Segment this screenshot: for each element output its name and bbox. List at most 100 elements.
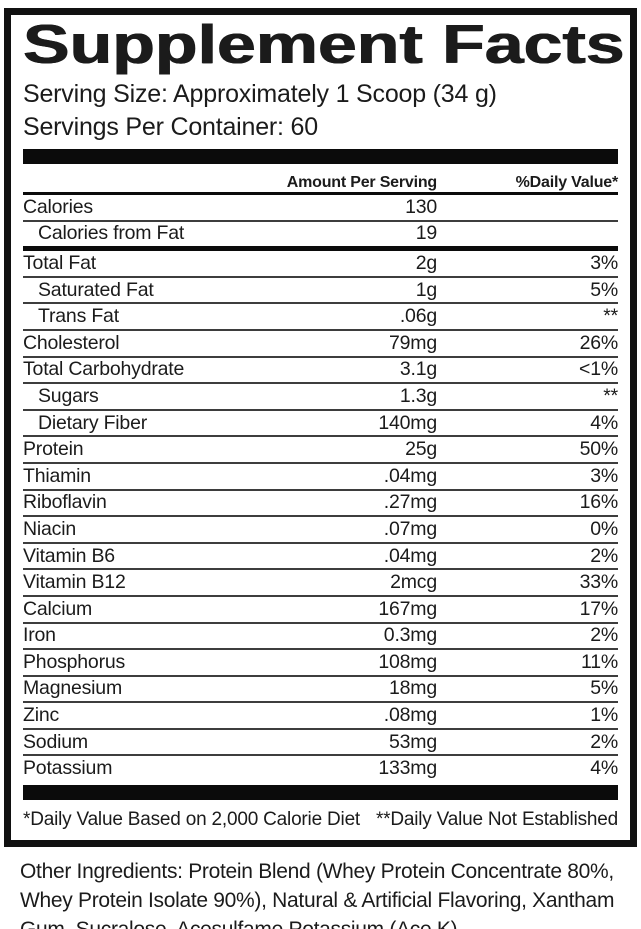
nutrient-table: Calories 130 Calories from Fat 19 Total Fat 2…	[23, 195, 618, 781]
table-row: Phosphorus 108mg 11%	[23, 650, 618, 677]
table-row: Magnesium 18mg 5%	[23, 677, 618, 704]
footnotes-row: *Daily Value Based on 2,000 Calorie Diet…	[23, 800, 618, 831]
nutrient-daily-value: 2%	[590, 730, 618, 753]
page-title: Supplement Facts	[23, 13, 625, 75]
nutrient-amount: .08mg	[383, 704, 437, 727]
table-row: Cholesterol 79mg 26%	[23, 331, 618, 358]
nutrient-name: Calories	[23, 195, 93, 218]
nutrient-daily-value: 2%	[590, 624, 618, 647]
nutrient-amount: 1g	[415, 278, 437, 301]
nutrient-amount: 2mcg	[390, 571, 437, 594]
table-row: Iron 0.3mg 2%	[23, 624, 618, 651]
nutrient-daily-value: 33%	[579, 571, 619, 594]
table-row: Vitamin B12 2mcg 33%	[23, 570, 618, 597]
nutrient-amount: 130	[405, 195, 437, 218]
table-row: Sodium 53mg 2%	[23, 730, 618, 757]
nutrient-name: Zinc	[23, 704, 60, 727]
nutrient-name: Sugars	[38, 384, 99, 407]
nutrient-daily-value: 16%	[579, 491, 619, 514]
nutrient-daily-value: 11%	[581, 650, 618, 673]
table-row: Dietary Fiber 140mg 4%	[23, 411, 618, 438]
nutrient-amount: 18mg	[389, 677, 437, 700]
table-row: Calcium 167mg 17%	[23, 597, 618, 624]
table-row: Protein 25g 50%	[23, 437, 618, 464]
footnote-daily-value-basis: *Daily Value Based on 2,000 Calorie Diet	[23, 809, 361, 831]
table-row: Calories from Fat 19	[23, 222, 618, 252]
nutrient-daily-value: 1%	[590, 704, 618, 727]
table-row: Trans Fat .06g **	[23, 304, 618, 331]
nutrient-name: Sodium	[23, 730, 88, 753]
table-row: Calories 130	[23, 195, 618, 222]
nutrient-name: Saturated Fat	[38, 278, 154, 301]
nutrient-name: Trans Fat	[38, 305, 119, 328]
nutrient-amount: 79mg	[389, 331, 437, 354]
nutrient-daily-value: 4%	[590, 757, 618, 780]
nutrient-daily-value: **	[603, 384, 618, 407]
table-row: Thiamin .04mg 3%	[23, 464, 618, 491]
nutrient-amount: 140mg	[378, 411, 437, 434]
nutrient-daily-value: 17%	[579, 597, 619, 620]
nutrient-daily-value: 0%	[590, 517, 618, 540]
nutrient-name: Calories from Fat	[38, 222, 185, 245]
table-row: Sugars 1.3g **	[23, 384, 618, 411]
nutrient-amount: 53mg	[389, 730, 437, 753]
table-header-row: Amount Per Serving %Daily Value*	[23, 164, 618, 195]
nutrient-name: Dietary Fiber	[38, 411, 148, 434]
table-row: Vitamin B6 .04mg 2%	[23, 544, 618, 571]
nutrient-daily-value: 26%	[579, 331, 619, 354]
nutrient-name: Vitamin B6	[23, 544, 115, 567]
nutrient-amount: 19	[415, 222, 437, 245]
other-ingredients-text: Other Ingredients: Protein Blend (Whey P…	[20, 860, 615, 929]
nutrient-daily-value: <1%	[579, 358, 618, 381]
nutrient-name: Phosphorus	[23, 650, 126, 673]
nutrient-name: Potassium	[23, 757, 113, 780]
table-row: Total Fat 2g 3%	[23, 251, 618, 278]
nutrient-name: Iron	[23, 624, 56, 647]
table-row: Zinc .08mg 1%	[23, 703, 618, 730]
nutrient-daily-value: 4%	[590, 411, 618, 434]
nutrient-daily-value: 5%	[590, 677, 618, 700]
nutrient-name: Niacin	[23, 517, 76, 540]
divider-bar-bottom	[23, 785, 618, 801]
table-row: Total Carbohydrate 3.1g <1%	[23, 358, 618, 385]
nutrient-name: Thiamin	[23, 464, 91, 487]
nutrient-daily-value: **	[603, 305, 618, 328]
nutrient-name: Magnesium	[23, 677, 122, 700]
table-row: Niacin .07mg 0%	[23, 517, 618, 544]
nutrient-name: Protein	[23, 438, 84, 461]
nutrient-daily-value: 50%	[579, 438, 619, 461]
nutrient-name: Total Carbohydrate	[23, 358, 185, 381]
nutrient-amount: .04mg	[383, 544, 437, 567]
nutrient-amount: 1.3g	[399, 384, 437, 407]
nutrient-amount: .07mg	[383, 517, 437, 540]
nutrient-daily-value: 3%	[590, 251, 618, 274]
nutrient-daily-value: 2%	[590, 544, 618, 567]
supplement-facts-panel: Supplement Facts Serving Size: Approxima…	[4, 8, 637, 847]
nutrient-name: Cholesterol	[23, 331, 120, 354]
nutrient-amount: .06g	[399, 305, 437, 328]
divider-bar-top	[23, 149, 618, 164]
table-row: Saturated Fat 1g 5%	[23, 278, 618, 305]
table-row: Potassium 133mg 4%	[23, 756, 618, 781]
nutrient-name: Vitamin B12	[23, 571, 126, 594]
nutrient-name: Total Fat	[23, 251, 96, 274]
servings-per-container-text: Servings Per Container: 60	[23, 113, 318, 141]
nutrient-amount: 3.1g	[399, 358, 437, 381]
nutrient-daily-value: 5%	[590, 278, 618, 301]
nutrient-amount: 0.3mg	[383, 624, 437, 647]
nutrient-amount: 25g	[405, 438, 437, 461]
nutrient-amount: 108mg	[378, 650, 437, 673]
nutrient-amount: 2g	[415, 251, 437, 274]
nutrient-amount: 167mg	[378, 597, 437, 620]
column-header-daily-value: %Daily Value*	[515, 174, 619, 191]
nutrient-daily-value: 3%	[590, 464, 618, 487]
nutrient-name: Calcium	[23, 597, 93, 620]
nutrient-amount: .04mg	[383, 464, 437, 487]
column-header-amount-per-serving: Amount Per Serving	[286, 174, 437, 191]
nutrient-amount: .27mg	[383, 491, 437, 514]
serving-size-text: Serving Size: Approximately 1 Scoop (34 …	[23, 80, 497, 108]
nutrient-amount: 133mg	[378, 757, 437, 780]
footnote-not-established: **Daily Value Not Established	[375, 809, 618, 831]
nutrient-name: Riboflavin	[23, 491, 107, 514]
